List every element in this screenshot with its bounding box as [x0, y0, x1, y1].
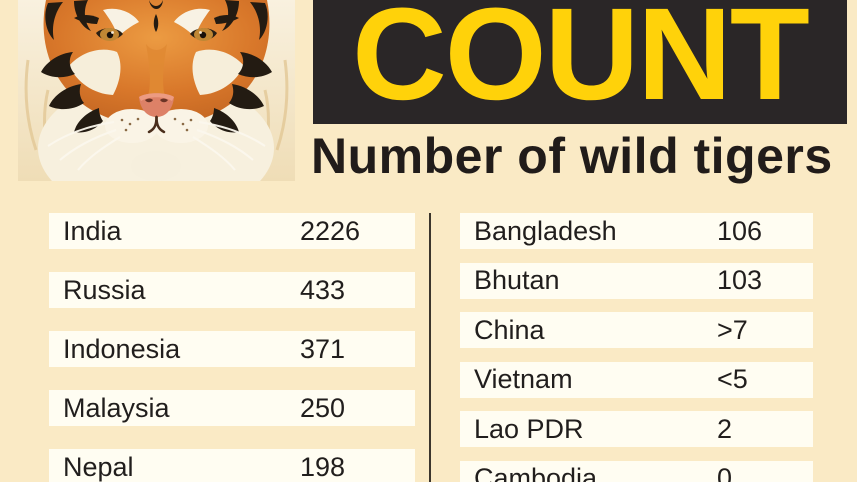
tiger-count: 371: [300, 333, 346, 364]
country-name: China: [474, 314, 545, 345]
table-row: Vietnam <5: [460, 361, 813, 398]
country-name: Cambodia: [474, 463, 598, 482]
table-row: Lao PDR 2: [460, 411, 813, 447]
table-row: Bhutan 103: [460, 262, 813, 299]
country-list-left: India 2226 Russia 433 Indonesia 371 Mala…: [49, 213, 415, 482]
table-row: Bangladesh 106: [460, 213, 813, 249]
title-banner: COUNT: [313, 0, 847, 127]
tiger-count: <5: [717, 364, 748, 394]
tiger-count: 433: [300, 274, 346, 305]
tiger-photo: [18, 0, 295, 218]
country-name: Vietnam: [474, 364, 573, 394]
table-row: Malaysia 250: [49, 390, 415, 426]
tiger-count: 250: [300, 392, 346, 423]
country-name: Russia: [63, 274, 146, 305]
page-title: COUNT: [352, 0, 810, 127]
country-name: Indonesia: [63, 333, 181, 364]
table-row: Russia 433: [49, 272, 415, 308]
country-name: India: [63, 215, 122, 246]
tiger-count: 198: [300, 451, 346, 482]
tiger-count: 2: [717, 413, 733, 444]
country-name: Bhutan: [474, 265, 560, 295]
tiger-count: >7: [717, 314, 748, 345]
table-row: China >7: [460, 312, 813, 348]
tiger-count: 0: [717, 463, 733, 482]
country-name: Malaysia: [63, 392, 170, 423]
table-row: Indonesia 371: [49, 331, 415, 367]
tiger-count: 103: [717, 265, 763, 295]
country-name: Bangladesh: [474, 215, 617, 246]
page-subtitle: Number of wild tigers: [311, 128, 833, 184]
table-row: Cambodia 0: [460, 460, 813, 482]
column-divider: [429, 213, 431, 482]
country-name: Lao PDR: [474, 413, 584, 444]
tiger-count: 106: [717, 215, 763, 246]
country-name: Nepal: [63, 451, 134, 482]
table-row: Nepal 198: [49, 449, 415, 482]
table-row: India 2226: [49, 213, 415, 249]
country-list-right: Bangladesh 106 Bhutan 103 China >7 Vietn…: [460, 213, 813, 482]
tiger-count: 2226: [300, 215, 361, 246]
